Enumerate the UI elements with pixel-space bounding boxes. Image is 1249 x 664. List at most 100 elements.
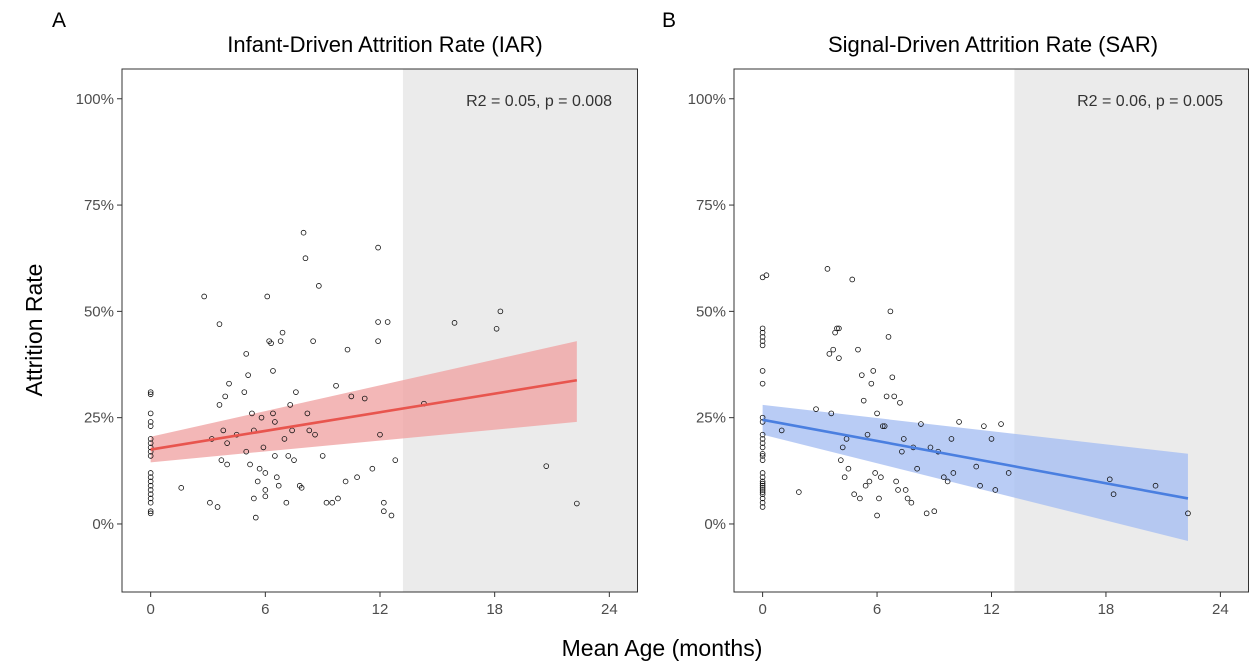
data-point — [262, 493, 269, 500]
data-point — [285, 453, 292, 459]
data-point — [878, 474, 884, 480]
data-point — [914, 465, 920, 472]
data-point — [998, 421, 1004, 427]
data-point — [992, 487, 999, 493]
data-point — [977, 482, 983, 489]
data-point — [828, 410, 835, 417]
data-point — [759, 419, 766, 425]
data-point — [918, 421, 924, 427]
data-point — [147, 482, 154, 489]
data-point — [883, 393, 890, 400]
y-tick-label: 50% — [696, 303, 726, 320]
data-point — [759, 491, 766, 498]
data-point — [304, 410, 311, 417]
x-tick-label: 6 — [261, 601, 269, 618]
data-point — [956, 419, 962, 425]
data-point — [904, 495, 911, 502]
x-tick-label: 6 — [873, 601, 881, 618]
data-point — [759, 487, 766, 493]
data-point — [254, 478, 261, 485]
data-point — [887, 308, 894, 315]
data-point — [885, 334, 892, 340]
data-point — [923, 510, 930, 517]
data-point — [855, 346, 861, 353]
data-point — [319, 453, 326, 459]
y-tick-label: 50% — [84, 303, 114, 320]
data-point — [824, 266, 831, 272]
data-point — [836, 325, 842, 332]
data-point — [759, 334, 766, 340]
fit-annotation: R2 = 0.06, p = 0.005 — [1077, 93, 1223, 110]
data-point — [543, 463, 550, 469]
panel-a: A Infant-Driven Attrition Rate (IAR) 0% 25%… — [52, 9, 638, 618]
data-point — [262, 470, 269, 476]
data-point — [224, 461, 230, 468]
data-point — [857, 495, 863, 502]
data-point — [862, 482, 869, 489]
data-point — [335, 495, 341, 502]
data-point — [275, 482, 282, 489]
data-point — [287, 402, 293, 408]
data-point — [147, 389, 154, 395]
data-point — [493, 325, 500, 332]
panel-letter: A — [52, 9, 66, 32]
data-point — [931, 508, 938, 515]
data-point — [147, 453, 154, 459]
data-point — [147, 436, 154, 442]
data-point — [264, 293, 271, 300]
data-point — [375, 244, 381, 251]
data-point — [147, 499, 154, 506]
data-point — [1110, 491, 1117, 498]
y-tick-label: 0% — [92, 516, 114, 533]
data-point — [876, 495, 882, 502]
y-tick-label: 100% — [76, 91, 114, 108]
data-point — [759, 368, 766, 374]
data-point — [759, 436, 766, 442]
data-point — [1185, 510, 1191, 517]
data-point — [889, 374, 896, 381]
data-point — [310, 338, 316, 344]
data-point — [897, 399, 903, 406]
data-point — [759, 480, 766, 487]
data-point — [845, 465, 852, 472]
data-point — [273, 474, 280, 480]
data-point — [948, 436, 955, 442]
data-point — [147, 410, 154, 417]
data-point — [147, 444, 154, 451]
data-point — [381, 508, 387, 515]
data-point — [944, 478, 951, 485]
data-point — [342, 478, 349, 485]
data-point — [384, 319, 391, 325]
data-point — [214, 504, 221, 510]
data-point — [178, 485, 185, 491]
data-point — [147, 419, 154, 425]
data-point — [879, 423, 886, 429]
data-point — [899, 448, 905, 455]
data-point — [763, 272, 770, 279]
data-point — [574, 500, 580, 507]
data-point — [941, 474, 947, 480]
data-point — [759, 495, 766, 502]
data-point — [759, 431, 766, 438]
data-point — [895, 487, 901, 493]
data-point — [316, 283, 322, 289]
data-point — [281, 436, 288, 442]
data-point — [147, 423, 154, 429]
data-point — [323, 499, 330, 506]
data-point — [147, 474, 154, 480]
data-point — [279, 329, 286, 336]
data-point — [826, 351, 833, 357]
data-point — [147, 495, 154, 502]
x-tick-label: 0 — [146, 601, 154, 618]
data-point — [293, 389, 299, 395]
data-point — [866, 478, 873, 485]
data-point — [252, 514, 259, 521]
data-point — [147, 470, 154, 476]
data-point — [759, 338, 766, 344]
panel-title: Signal-Driven Attrition Rate (SAR) — [828, 32, 1158, 57]
data-point — [147, 440, 154, 446]
data-points — [147, 229, 580, 521]
data-point — [836, 355, 842, 361]
data-point — [759, 444, 766, 451]
x-tick-label: 24 — [1212, 601, 1229, 618]
